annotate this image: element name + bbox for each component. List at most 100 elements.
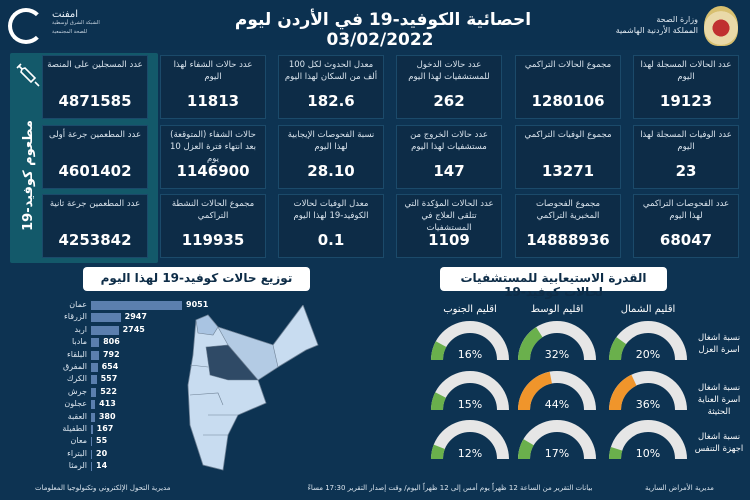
vaccine-tile: عدد المطعمين جرعة أولى 4601402 xyxy=(42,125,148,189)
stat-value: 262 xyxy=(433,92,465,110)
stat-value: 11813 xyxy=(186,92,240,110)
stat-label: عدد الوفيات المسجلة لهذا اليوم xyxy=(640,130,732,152)
governorate-label: معان xyxy=(70,436,87,446)
governorate-value: 654 xyxy=(101,362,119,371)
gauge-value: 12% xyxy=(458,447,482,460)
governorate-bar xyxy=(91,437,92,447)
page-title: احصائية الكوفيد-19 في الأردن ليوم 03/02/… xyxy=(200,10,560,50)
gauge-fill xyxy=(431,341,447,361)
gauge-fill xyxy=(609,374,637,411)
ministry-line2: المملكة الأردنية الهاشمية xyxy=(615,26,698,35)
governorate-value: 167 xyxy=(96,424,114,433)
imfnet-logo xyxy=(8,8,44,44)
stat-tile: مجموع الحالات التراكمي 1280106 xyxy=(515,55,621,119)
stat-value: 14888936 xyxy=(526,231,610,249)
governorate-bar xyxy=(91,449,92,459)
stat-label: عدد حالات الشفاء لهذا اليوم xyxy=(173,60,253,82)
vaccine-label: عدد المسجلين على المنصة xyxy=(47,60,143,70)
stat-label: معدل الحدوث لكل 100 ألف من السكان لهذا ا… xyxy=(284,60,378,82)
footer-left: مديرية التحول الإلكتروني وتكنولوجيا المع… xyxy=(35,484,171,492)
stat-value: 1146900 xyxy=(176,162,250,180)
governorate-value: 2745 xyxy=(122,324,145,334)
stat-value: 68047 xyxy=(659,231,713,249)
governorate-bar xyxy=(91,425,93,434)
vaccine-value: 4601402 xyxy=(58,162,132,180)
stat-value: 147 xyxy=(433,162,465,180)
gauge-fill xyxy=(518,439,534,460)
vaccine-value: 4871585 xyxy=(58,92,132,110)
governorate-label: عجلون xyxy=(64,399,87,409)
capacity-row-label: نسبة اشغال اجهزة التنفس xyxy=(694,432,744,454)
stat-value: 13271 xyxy=(541,162,595,180)
capacity-gauge: 12% xyxy=(431,420,509,460)
region-label: اقليم الوسط xyxy=(530,304,584,315)
governorate-label: الكرك xyxy=(66,374,87,384)
stat-tile: مجموع الحالات النشطة التراكمي 119935 xyxy=(160,194,266,258)
gauge-track xyxy=(609,420,687,460)
stat-tile: معدل الوفيات لحالات الكوفيد-19 لهذا اليو… xyxy=(278,194,384,258)
governorate-value: 806 xyxy=(103,337,120,347)
governorate-label: اربد xyxy=(74,324,87,334)
governorate-bar xyxy=(91,338,100,348)
stat-label: عدد الفحوصات التراكمي لهذا اليوم xyxy=(642,199,730,221)
vaccine-label: عدد المطعمين جرعة أولى xyxy=(48,130,142,140)
stat-tile: عدد حالات الشفاء لهذا اليوم 11813 xyxy=(160,55,266,119)
stat-label: مجموع الوفيات التراكمي xyxy=(524,130,612,140)
governorate-value: 20 xyxy=(96,448,108,458)
governorate-label: الرمثا xyxy=(68,461,87,471)
stat-tile: مجموع الفحوصات المخبرية التراكمي 14888936 xyxy=(515,194,621,258)
governorate-bar xyxy=(91,313,121,323)
gauge-value: 10% xyxy=(636,447,660,460)
capacity-title: القدرة الاستيعابية للمستشفيات لحالات كوف… xyxy=(440,267,667,299)
governorate-bar xyxy=(91,350,99,360)
report-date: 03/02/2022 xyxy=(326,30,434,50)
map-borders xyxy=(189,364,238,436)
gauge-value: 16% xyxy=(458,348,482,361)
governorate-value: 9051 xyxy=(186,300,209,309)
governorate-label: الزرقاء xyxy=(64,312,87,322)
map-amman xyxy=(205,344,259,381)
jordan-map xyxy=(187,305,319,471)
governorate-bar xyxy=(91,301,182,310)
governorate-value: 2947 xyxy=(124,312,147,322)
capacity-gauge: 10% xyxy=(609,420,687,460)
capacity-gauge: 44% xyxy=(518,371,596,411)
vaccine-title: مطعوم كوفيد-19 xyxy=(10,95,46,255)
partner-logo-text: امفنت الشبكة الشرق أوسطية للصحة المجتمعي… xyxy=(52,10,100,37)
governorate-bar xyxy=(91,363,98,372)
stat-label: عدد حالات الخروج من مستشفيات لهذا اليوم xyxy=(410,130,488,152)
gauge-track xyxy=(431,420,509,460)
ministry-name: وزارة الصحة المملكة الأردنية الهاشمية xyxy=(616,14,698,36)
governorate-value: 557 xyxy=(100,374,118,384)
governorate-value: 413 xyxy=(99,399,116,409)
distribution-title: توزيع حالات كوفيد-19 لهذا اليوم xyxy=(83,267,310,291)
footer-right: مديرية الأمراض السارية xyxy=(645,484,714,492)
jordan-emblem-icon xyxy=(704,6,738,46)
governorate-label: العقبة xyxy=(67,411,87,421)
stat-label: عدد الحالات المؤكدة التي تتلقى العلاج في… xyxy=(404,199,494,233)
stat-tile: مجموع الوفيات التراكمي 13271 xyxy=(515,125,621,189)
governorate-label: المفرق xyxy=(63,362,87,371)
capacity-gauge: 16% xyxy=(431,321,509,361)
governorate-label: مادبا xyxy=(72,337,87,347)
gauge-value: 32% xyxy=(545,348,569,361)
partner-sub1: الشبكة الشرق أوسطية xyxy=(52,20,100,26)
gauge-fill xyxy=(431,392,447,411)
partner-sub2: للصحة المجتمعية xyxy=(52,29,88,35)
stat-label: عدد الحالات المسجلة لهذا اليوم xyxy=(640,60,732,82)
syringe-icon xyxy=(16,63,40,87)
governorate-bar xyxy=(91,375,97,385)
region-label: اقليم الشمال xyxy=(620,304,676,315)
stat-value: 1109 xyxy=(428,231,470,249)
governorate-value: 792 xyxy=(102,349,120,359)
vaccine-label: عدد المطعمين جرعة ثانية xyxy=(49,199,141,209)
stat-label: مجموع الحالات التراكمي xyxy=(524,60,612,70)
stat-label: نسبة الفحوصات الإيجابية لهذا اليوم xyxy=(287,130,375,152)
stat-tile: عدد حالات الدخول للمستشفيات لهذا اليوم 26… xyxy=(396,55,502,119)
region-label: اقليم الجنوب xyxy=(443,304,497,315)
governorate-value: 380 xyxy=(98,411,116,421)
header xyxy=(0,0,750,50)
gauge-value: 44% xyxy=(545,398,569,411)
capacity-gauge: 32% xyxy=(518,321,596,361)
vaccine-tile: عدد المطعمين جرعة ثانية 4253842 xyxy=(42,194,148,258)
